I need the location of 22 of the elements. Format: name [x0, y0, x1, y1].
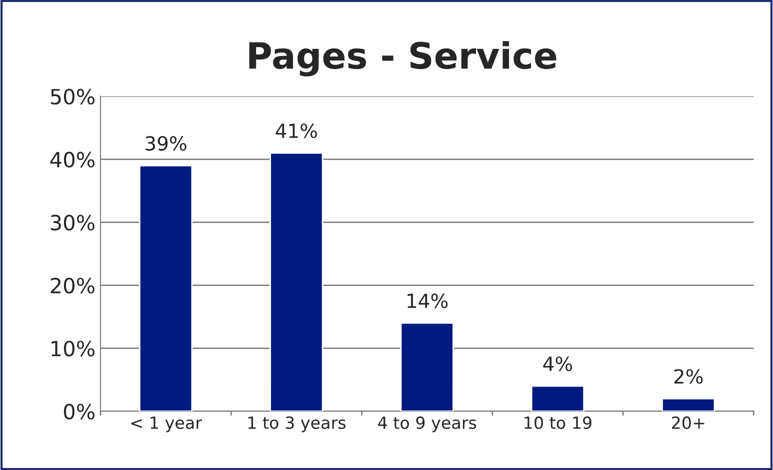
- x-tick-label: 1 to 3 years: [248, 416, 346, 432]
- y-tick-label: 20%: [50, 278, 94, 294]
- data-label: 14%: [408, 293, 448, 308]
- bar: [270, 152, 324, 412]
- data-label: 39%: [146, 136, 186, 151]
- y-tick-label: 30%: [50, 214, 94, 231]
- x-tick-label: 10 to 19: [524, 416, 592, 430]
- x-tick-label: < 1 year: [131, 416, 202, 432]
- bar: [530, 385, 585, 412]
- y-tick-label: 10%: [52, 340, 94, 356]
- data-label: 2%: [674, 369, 703, 384]
- bar: [400, 322, 454, 412]
- y-tick-label: 50%: [50, 88, 94, 105]
- y-tick-label: 0%: [64, 404, 94, 420]
- y-tick-label: 40%: [50, 152, 94, 168]
- bar: [662, 398, 716, 412]
- bar: [138, 164, 193, 412]
- x-tick-label: 4 to 9 years: [378, 416, 476, 432]
- chart-title: Pages - Service: [249, 41, 556, 76]
- data-label: 4%: [543, 356, 572, 372]
- data-label: 41%: [276, 123, 317, 138]
- x-tick-label: 20+: [672, 416, 704, 430]
